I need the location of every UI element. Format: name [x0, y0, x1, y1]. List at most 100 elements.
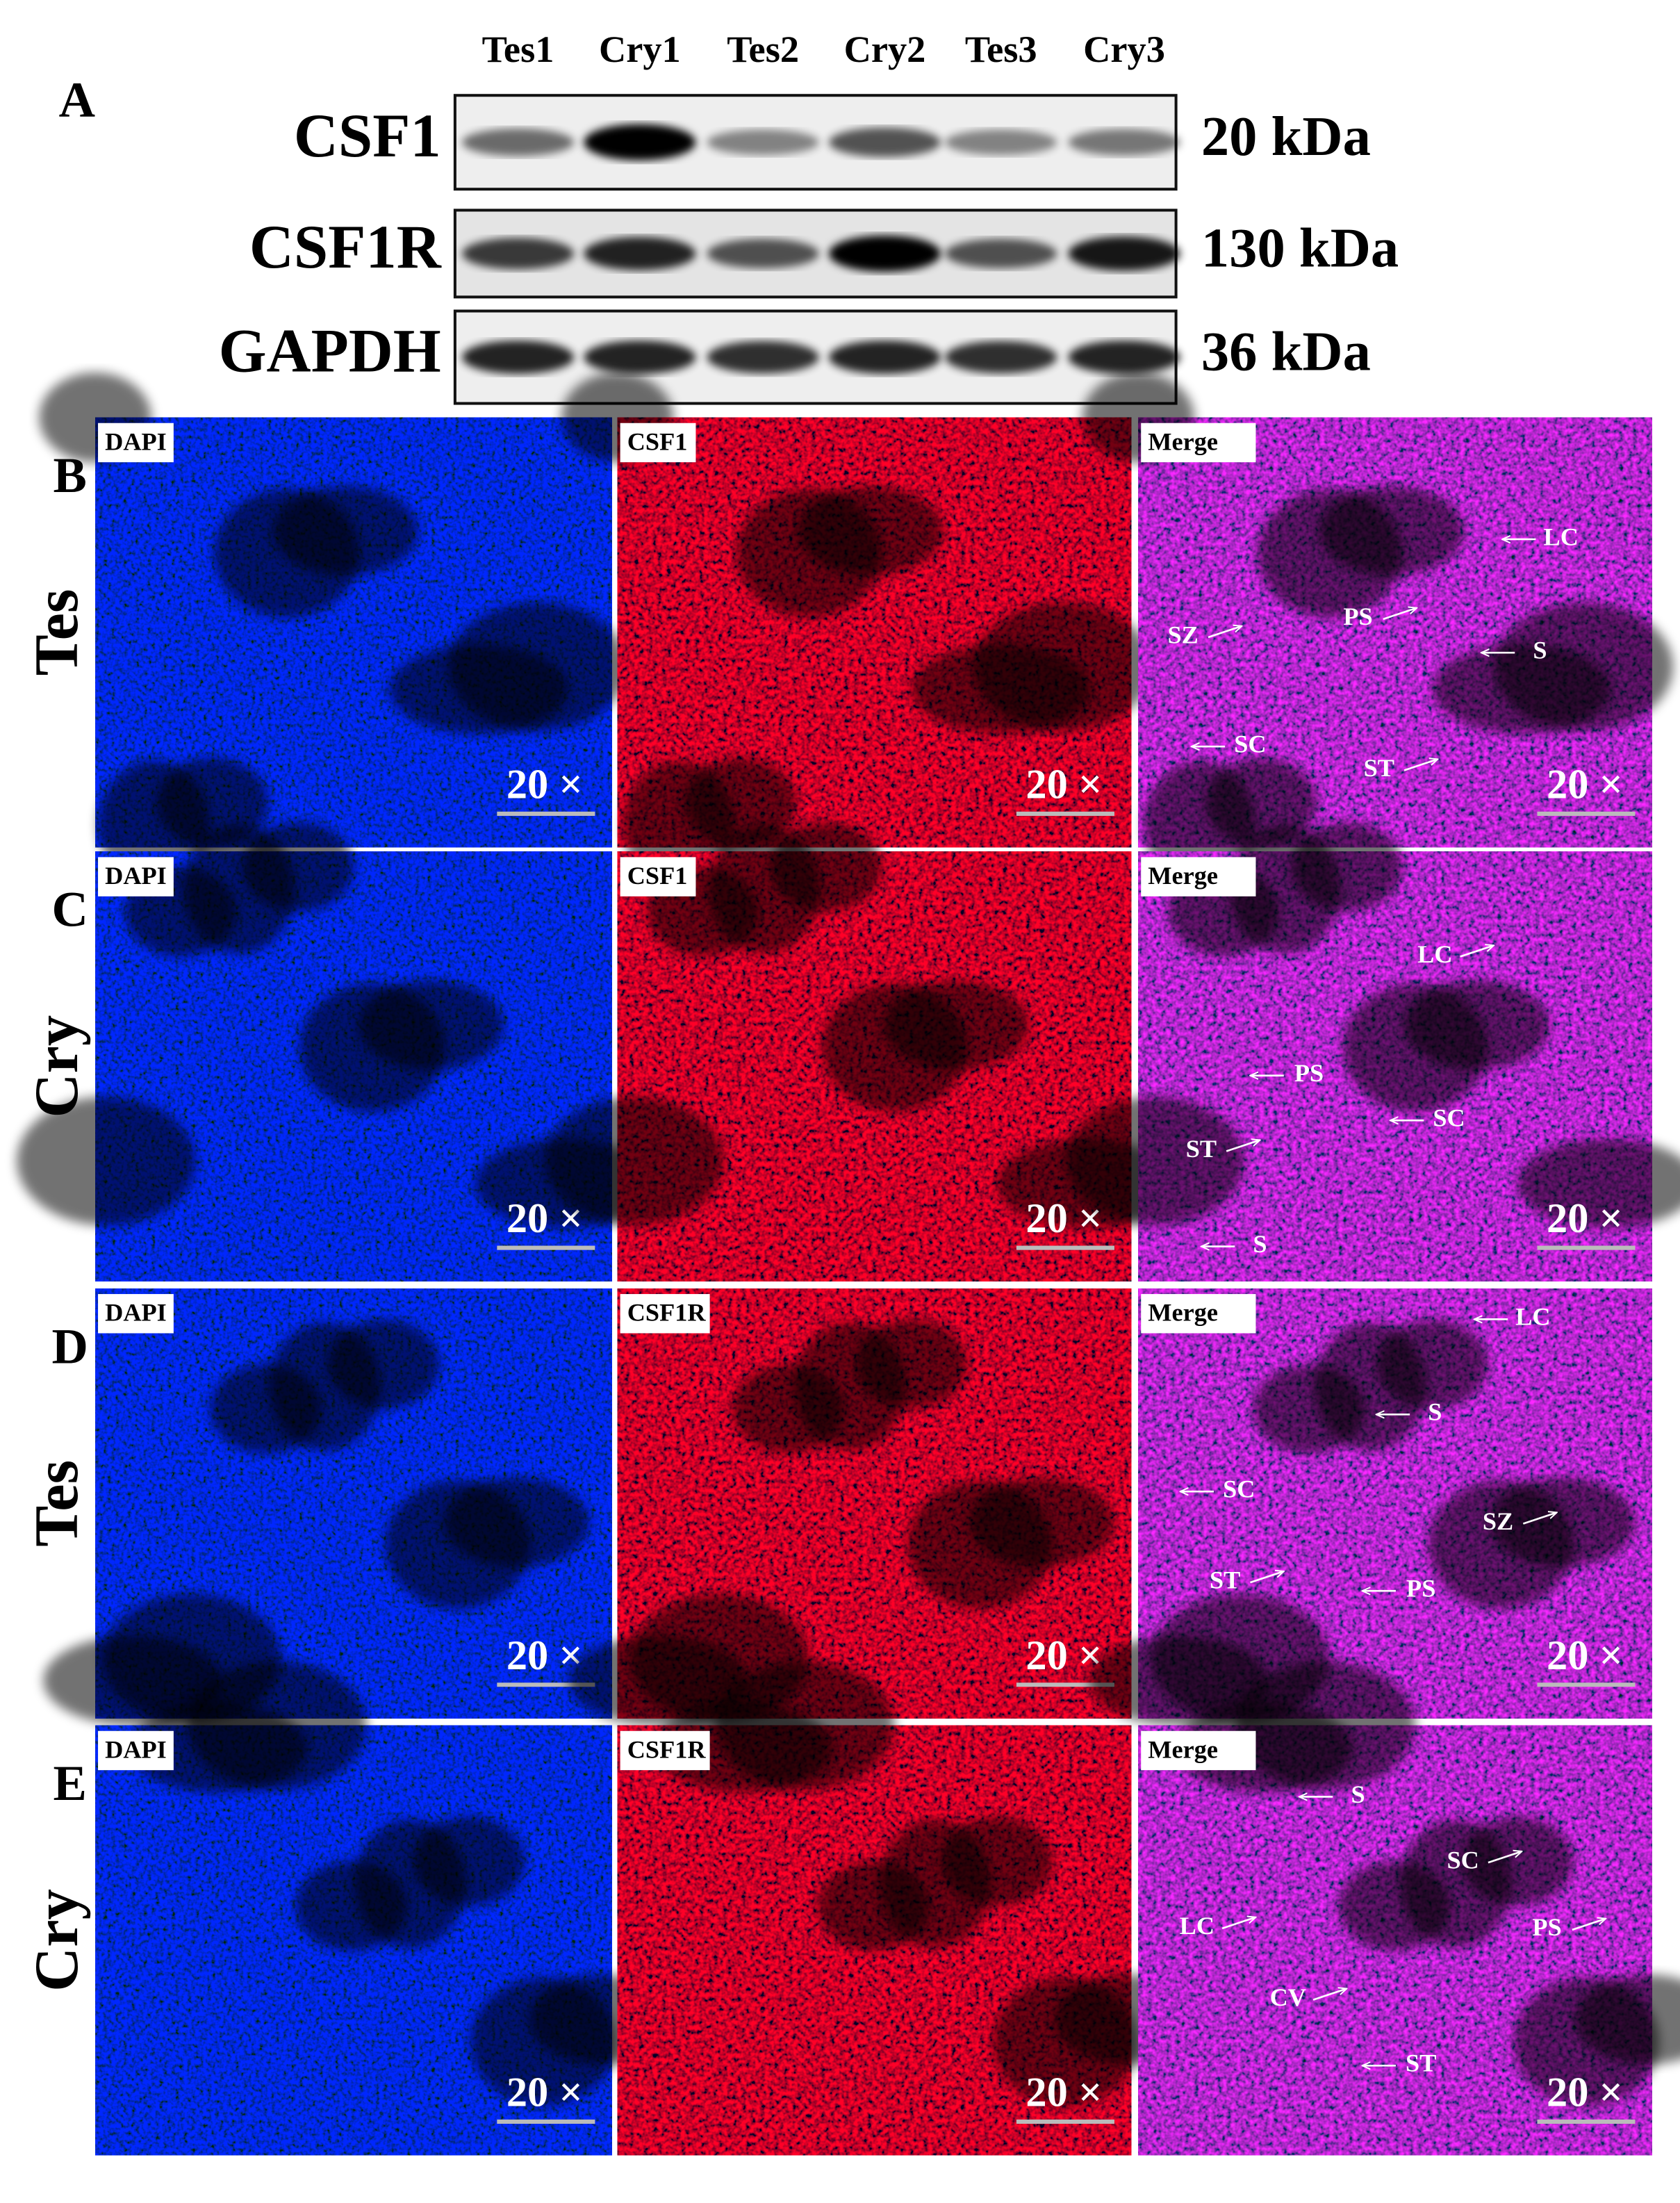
tag: CSF1R: [620, 1294, 710, 1334]
annotation: SZ: [1167, 621, 1198, 648]
tubule-lumen: [1205, 757, 1318, 848]
annotation: SC: [1223, 1475, 1255, 1503]
tubule-lumen: [1290, 822, 1403, 912]
tubule-lumen: [883, 980, 1030, 1070]
annotation-arrow: [1488, 1851, 1522, 1864]
scale-label: 20 ×: [1026, 1632, 1102, 1679]
tubule-lumen: [156, 757, 269, 848]
protein-label: CSF1R: [249, 213, 442, 281]
blot-band: [584, 340, 696, 375]
tag-text: DAPI: [105, 862, 167, 890]
tag: DAPI: [98, 1730, 174, 1771]
tubule-lumen: [941, 1816, 1053, 1906]
tubule-lumen: [1236, 1660, 1416, 1790]
annotation: ST: [1210, 1566, 1240, 1594]
tubule-lumen: [1319, 486, 1465, 576]
blot-band: [828, 340, 941, 375]
blot-band: [945, 129, 1057, 156]
panel-label: C: [52, 881, 88, 937]
blot-band: [461, 238, 575, 270]
scale-label: 20 ×: [1547, 2070, 1623, 2116]
size-label: 36 kDa: [1201, 321, 1371, 383]
tag: CSF1R: [620, 1730, 710, 1771]
tubule-lumen: [1489, 1477, 1636, 1567]
blot-band: [1068, 340, 1180, 375]
tag-box: [620, 857, 696, 896]
annotation-arrow: [1208, 626, 1242, 639]
tubule-lumen: [973, 602, 1153, 732]
panel-label: E: [53, 1755, 87, 1811]
tubule-lumen: [855, 1319, 968, 1409]
size-label: 130 kDa: [1201, 217, 1399, 279]
annotation: PS: [1294, 1059, 1324, 1087]
blot-band: [461, 128, 575, 156]
lane-label: Tes2: [727, 28, 799, 70]
tag-text: Merge: [1148, 862, 1218, 890]
size-label: 20 kDa: [1201, 106, 1371, 167]
scale-label: 20 ×: [1026, 2070, 1102, 2116]
tag: CSF1: [620, 423, 696, 463]
tag-text: CSF1: [627, 862, 688, 890]
scale-label: 20 ×: [1547, 1632, 1623, 1679]
tag-box: [98, 423, 174, 463]
scale-label: 20 ×: [507, 1632, 583, 1679]
tag-text: CSF1R: [627, 1299, 707, 1327]
protein-label: CSF1: [294, 102, 441, 170]
tubule-lumen: [1065, 1096, 1245, 1226]
tubule-lumen: [715, 1660, 895, 1790]
tubule-lumen: [1376, 1319, 1488, 1409]
lane-label: Cry2: [844, 28, 926, 70]
tubule-lumen: [798, 486, 944, 576]
scale-label: 20 ×: [1547, 1195, 1623, 1242]
annotation-arrow: [1221, 1917, 1255, 1930]
annotation-arrow: [1572, 1919, 1606, 1931]
tubule-lumen: [969, 1477, 1114, 1567]
tubule-lumen: [544, 1096, 724, 1226]
tubule-lumen: [1574, 1974, 1680, 2065]
lane-label: Tes1: [482, 28, 554, 70]
annotation-arrow: [1460, 945, 1494, 958]
tubule-lumen: [272, 486, 419, 576]
blot-band: [707, 341, 819, 374]
tag-text: Merge: [1148, 1299, 1218, 1327]
blot-band: [1068, 129, 1180, 156]
tag-box: [1141, 857, 1256, 896]
lane-label: Cry3: [1083, 28, 1165, 70]
scale-label: 20 ×: [1026, 762, 1102, 808]
tag-box: [98, 1730, 174, 1771]
protein-label: GAPDH: [219, 317, 441, 385]
annotation: LC: [1180, 1912, 1214, 1940]
tubule-lumen: [1404, 980, 1550, 1070]
tag-box: [620, 423, 696, 463]
tag: CSF1: [620, 857, 696, 896]
annotation: ST: [1364, 754, 1394, 782]
tubule-lumen: [1494, 602, 1673, 732]
lane-label: Cry1: [599, 28, 681, 70]
annotation: PS: [1532, 1913, 1561, 1941]
tag-text: DAPI: [105, 1735, 167, 1763]
tag: Merge: [1141, 1730, 1256, 1771]
annotation: SC: [1433, 1104, 1465, 1132]
scale-label: 20 ×: [1547, 762, 1623, 808]
blot-band: [1068, 236, 1180, 271]
tag: Merge: [1141, 857, 1256, 896]
tubule-lumen: [17, 1096, 197, 1226]
tag-box: [620, 1730, 710, 1771]
annotation: S: [1428, 1398, 1442, 1426]
tag-text: DAPI: [105, 427, 167, 455]
tag-text: Merge: [1148, 427, 1218, 455]
tag-text: DAPI: [105, 1299, 167, 1327]
annotation-arrow: [1312, 1989, 1347, 2001]
tag-box: [1141, 1730, 1256, 1771]
tag-box: [98, 1294, 174, 1334]
annotation: SC: [1447, 1846, 1479, 1874]
lane-label: Tes3: [965, 28, 1037, 70]
annotation: LC: [1544, 523, 1579, 550]
annotation: CV: [1270, 1983, 1306, 2011]
annotation: S: [1533, 637, 1547, 664]
tubule-lumen: [1517, 1138, 1680, 1229]
annotation: LC: [1417, 940, 1452, 968]
panel-label: D: [52, 1318, 88, 1374]
tag-box: [98, 857, 174, 896]
panel-label: A: [59, 72, 95, 128]
